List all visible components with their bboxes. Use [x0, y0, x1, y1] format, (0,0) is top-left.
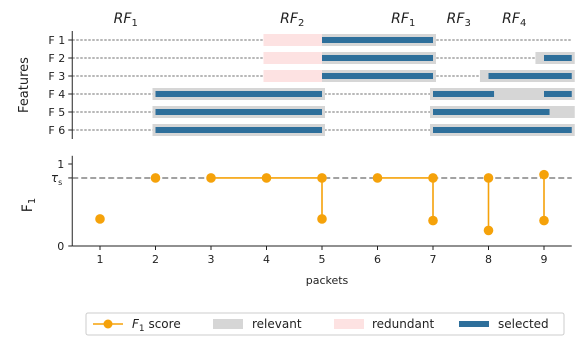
redundant-bar — [263, 52, 322, 64]
selected-bar — [155, 91, 322, 97]
legend-redundant-swatch — [334, 319, 364, 329]
f1-point — [428, 215, 438, 226]
rf-label: RF3 — [447, 11, 471, 29]
legend-f1-label: F1 score — [132, 317, 181, 334]
x-tick-label: 6 — [374, 253, 381, 266]
f1-point — [95, 214, 105, 224]
legend-selected-label: selected — [498, 317, 549, 331]
f1-point — [317, 173, 327, 183]
selected-bar — [322, 73, 433, 79]
feature-tick-label: F 5 — [48, 106, 65, 119]
x-tick-label: 3 — [208, 253, 215, 266]
feature-tick-label: F 2 — [48, 52, 65, 65]
f1-axis-label: F1 — [20, 198, 38, 212]
f1-point — [261, 173, 272, 183]
selected-bar — [433, 91, 495, 97]
selected-bar — [155, 127, 322, 133]
f1-point — [206, 173, 216, 183]
f1-point — [539, 215, 549, 226]
legend-box — [85, 312, 565, 336]
features-axis-label: Features — [17, 57, 32, 113]
f1-point — [539, 169, 549, 180]
selected-bar — [433, 109, 550, 115]
x-tick-label: 2 — [152, 253, 159, 266]
x-tick-label: 5 — [319, 253, 326, 266]
f1-point — [483, 173, 494, 183]
selected-bar — [322, 55, 433, 61]
rf-label: RF2 — [280, 11, 304, 29]
redundant-bar — [263, 70, 322, 82]
x-tick-label: 4 — [263, 253, 270, 266]
legend-relevant-swatch — [213, 319, 243, 329]
legend-f1-marker — [103, 319, 113, 329]
x-tick-label: 7 — [430, 253, 437, 266]
f1-point — [483, 225, 494, 236]
feature-tick-label: F 3 — [48, 70, 65, 83]
legend-redundant-label: redundant — [372, 317, 434, 331]
feature-tick-label: F 1 — [48, 34, 65, 47]
rf-label: RF1 — [114, 11, 138, 29]
f1-tick-label: 1 — [57, 158, 64, 171]
selected-bar — [488, 73, 572, 79]
x-tick-label: 1 — [97, 253, 104, 266]
f1-point — [428, 173, 438, 183]
selected-bar — [322, 37, 433, 43]
f1-point — [372, 173, 383, 183]
legend-relevant-label: relevant — [252, 317, 302, 331]
tau-tick-label: τs — [51, 171, 62, 187]
selected-bar — [155, 109, 322, 115]
f1-point — [317, 214, 327, 224]
x-tick-label: 8 — [485, 253, 492, 266]
rf-label: RF4 — [502, 11, 526, 29]
selected-bar — [433, 127, 572, 133]
rf-label: RF1 — [391, 11, 415, 29]
x-axis-label: packets — [306, 274, 349, 287]
redundant-bar — [263, 34, 322, 46]
feature-tick-label: F 4 — [48, 88, 65, 101]
f1-tick-label: 0 — [57, 240, 64, 253]
selected-bar — [544, 55, 572, 61]
x-tick-label: 9 — [541, 253, 548, 266]
f1-point — [150, 173, 161, 183]
selected-bar — [544, 91, 572, 97]
feature-tick-label: F 6 — [48, 124, 65, 137]
legend-selected-swatch — [459, 321, 489, 327]
